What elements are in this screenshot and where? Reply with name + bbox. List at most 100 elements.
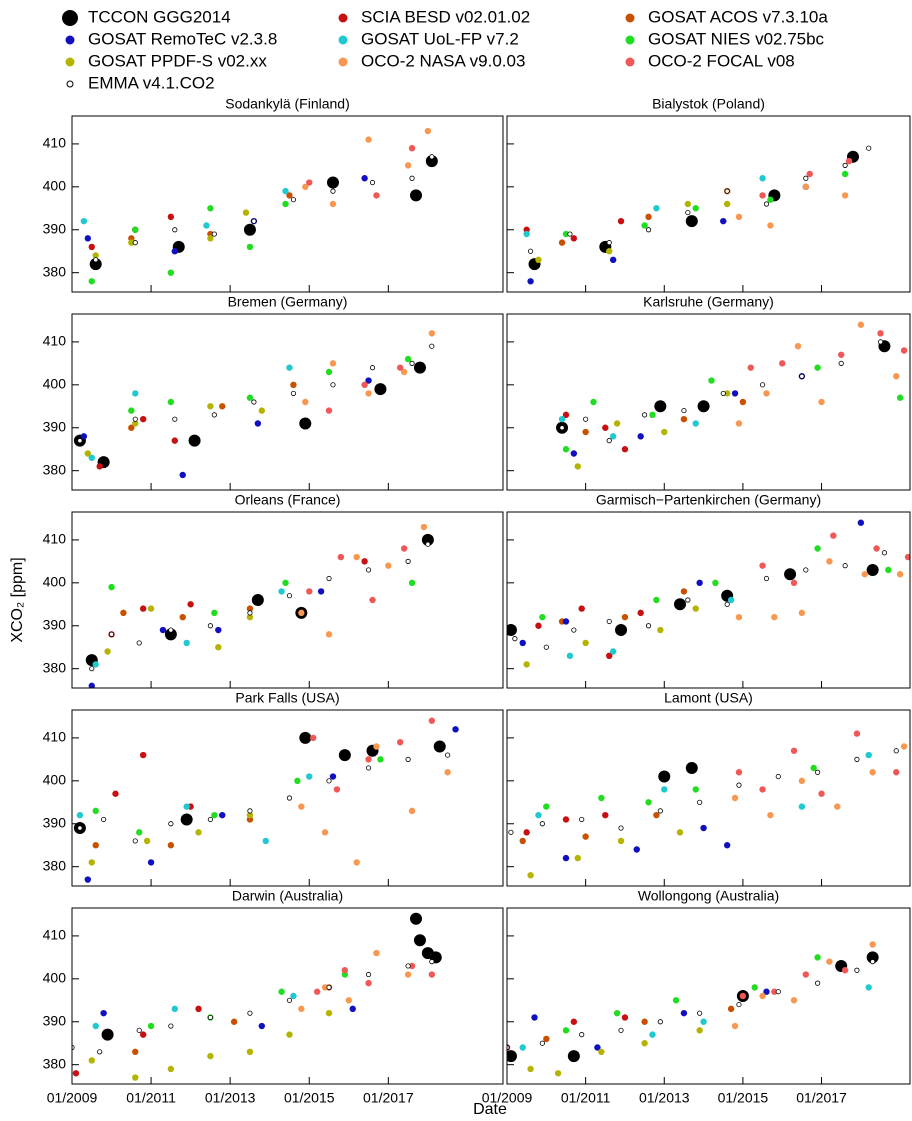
data-point	[207, 816, 213, 823]
data-point	[579, 1032, 585, 1038]
data-point	[562, 1027, 570, 1034]
data-point	[574, 854, 581, 862]
data-point	[661, 786, 668, 793]
data-point	[535, 256, 542, 264]
y-tick-label: 390	[43, 1012, 67, 1028]
data-point	[618, 825, 624, 831]
data-point	[326, 176, 339, 189]
data-point	[310, 734, 317, 742]
data-point	[512, 636, 518, 642]
y-tick-label: 380	[43, 1055, 67, 1071]
panel-frame	[71, 709, 504, 887]
data-point	[684, 200, 692, 208]
y-tick-label: 390	[43, 418, 67, 434]
data-point	[101, 1028, 114, 1041]
x-tick-label: 01/2015	[284, 1090, 335, 1106]
data-point	[645, 213, 652, 221]
data-point	[838, 360, 844, 366]
data-point	[361, 558, 368, 565]
data-point	[299, 731, 312, 744]
data-point	[653, 205, 660, 212]
y-tick-label: 390	[43, 814, 67, 830]
data-point	[606, 618, 612, 625]
data-point	[92, 842, 99, 849]
data-point	[97, 1049, 103, 1055]
data-point	[747, 364, 754, 371]
data-point	[735, 769, 743, 776]
data-point	[606, 240, 612, 246]
data-point	[128, 239, 135, 246]
data-point	[88, 1057, 95, 1064]
data-point	[246, 605, 254, 612]
data-point	[159, 626, 167, 634]
data-point	[361, 381, 368, 389]
plot-area	[85, 523, 434, 688]
data-point	[579, 816, 585, 823]
data-point	[215, 644, 222, 651]
data-point	[562, 230, 570, 238]
panel-title: Lamont (USA)	[664, 690, 753, 706]
legend-label: EMMA v4.1.CO2	[88, 73, 215, 92]
data-point	[697, 799, 703, 805]
data-point	[759, 192, 766, 199]
legend-marker	[66, 80, 74, 88]
y-tick-label: 400	[43, 376, 67, 392]
data-point	[428, 330, 436, 337]
data-point	[207, 403, 214, 410]
data-point	[258, 407, 265, 414]
data-point	[582, 428, 589, 436]
data-point	[685, 761, 698, 774]
data-point	[735, 613, 743, 621]
data-point	[641, 1040, 648, 1047]
data-point	[508, 829, 514, 835]
data-point	[168, 821, 174, 827]
data-point	[306, 773, 313, 780]
data-point	[211, 412, 217, 418]
data-point	[132, 838, 138, 844]
data-point	[727, 1005, 735, 1013]
data-point	[814, 545, 821, 552]
data-point	[72, 1070, 80, 1077]
y-tick-label: 380	[43, 857, 67, 873]
data-point	[88, 243, 95, 251]
data-point	[92, 807, 99, 815]
data-point	[329, 200, 337, 208]
data-point	[207, 1052, 214, 1060]
data-point	[365, 971, 372, 978]
x-tick-label: 01/2009	[482, 1090, 533, 1106]
data-point	[692, 786, 699, 793]
data-point	[815, 769, 821, 775]
data-point	[286, 997, 293, 1003]
data-point	[771, 988, 778, 995]
data-point	[633, 846, 640, 853]
data-point	[396, 364, 404, 371]
data-point	[657, 1019, 663, 1025]
y-tick-label: 390	[43, 616, 67, 632]
data-point	[790, 997, 798, 1004]
data-point	[286, 795, 293, 801]
data-point	[108, 631, 115, 637]
data-point	[132, 1048, 139, 1056]
data-point	[298, 1005, 305, 1013]
data-point	[645, 227, 652, 233]
data-point	[519, 639, 526, 647]
legend-label: GOSAT RemoTeC v2.3.8	[88, 29, 277, 48]
data-point	[421, 533, 434, 546]
data-point	[92, 1022, 99, 1030]
data-point	[676, 829, 684, 836]
data-point	[826, 558, 833, 565]
data-point	[763, 575, 770, 582]
data-point	[649, 411, 656, 419]
data-point	[583, 416, 589, 422]
data-point	[767, 811, 774, 819]
data-point	[77, 438, 83, 444]
y-tick-label: 390	[43, 220, 67, 236]
data-point	[606, 652, 613, 660]
data-point	[282, 200, 289, 208]
data-point	[535, 622, 542, 629]
data-point	[420, 523, 428, 531]
data-point	[527, 248, 534, 254]
data-point	[321, 984, 329, 991]
data-point	[405, 963, 411, 969]
data-point	[251, 594, 264, 606]
